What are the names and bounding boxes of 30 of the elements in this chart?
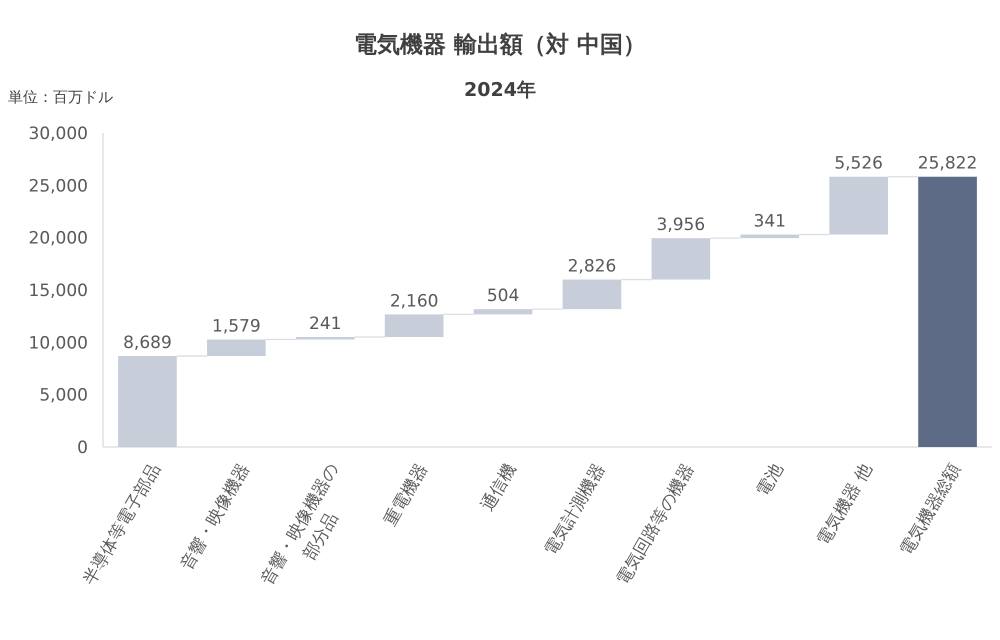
x-tick-label: 電気機器 他: [814, 460, 876, 549]
data-label: 341: [754, 212, 786, 232]
chart-title: 電気機器 輸出額（対 中国）: [354, 31, 646, 58]
y-tick-label: 15,000: [28, 281, 88, 301]
data-label: 8,689: [123, 333, 172, 354]
data-label: 5,526: [834, 154, 883, 174]
y-tick-label: 5,000: [39, 386, 88, 406]
y-axis-title: 単位：百万ドル: [8, 88, 113, 106]
y-tick-label: 10,000: [28, 333, 88, 354]
data-label: 3,956: [656, 215, 706, 236]
x-tick-label: 電気機器総額: [896, 460, 966, 559]
data-label: 1,579: [212, 316, 261, 337]
x-tick-label: 重電機器: [380, 460, 432, 530]
y-tick-label: 30,000: [28, 124, 88, 144]
x-tick-label: 電気計測機器: [541, 460, 610, 559]
data-label: 25,822: [918, 154, 978, 174]
x-tick-label: 電池: [752, 460, 788, 500]
y-tick-label: 0: [77, 438, 88, 458]
data-label: 241: [309, 314, 342, 334]
data-label: 504: [486, 286, 520, 306]
y-tick-label: 20,000: [28, 228, 88, 249]
x-tick-label: 音響・映像機器の部分品: [257, 460, 343, 588]
x-tick-label: 電気回路等の機器: [613, 460, 698, 588]
x-tick-label: 通信機: [478, 460, 521, 515]
data-label: 2,826: [568, 256, 616, 277]
y-tick-label: 25,000: [28, 176, 88, 196]
x-tick-label: 音響・映像機器: [177, 460, 254, 574]
x-tick-label: 半導体等電子部品: [80, 460, 165, 588]
chart-subtitle: 2024年: [464, 79, 536, 101]
data-label: 2,160: [390, 291, 438, 312]
